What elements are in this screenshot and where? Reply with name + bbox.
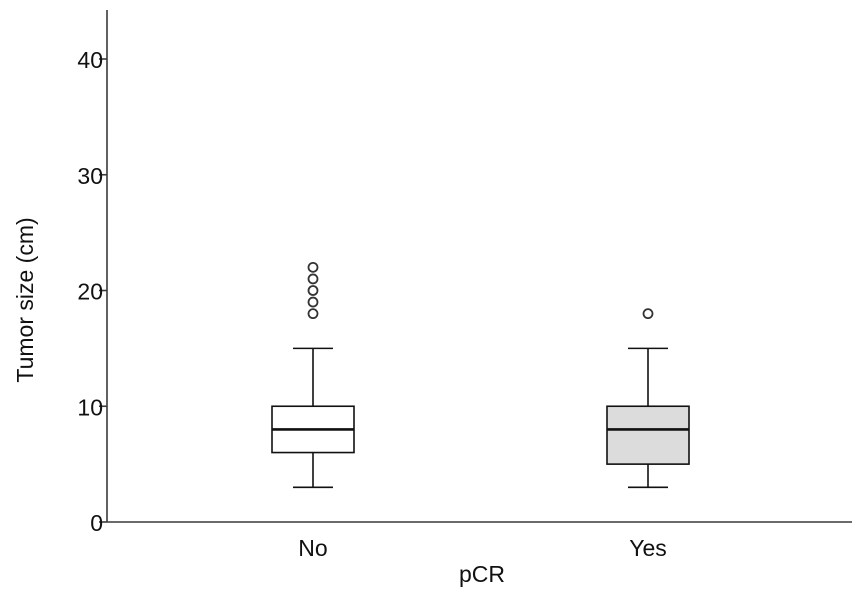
x-tick-label: Yes <box>629 535 667 561</box>
outlier-point <box>307 285 319 296</box>
outlier-point <box>307 261 319 273</box>
outlier-point <box>642 308 654 320</box>
y-tick-label: 0 <box>90 510 103 536</box>
outlier-point <box>307 296 319 308</box>
y-tick-label: 30 <box>77 163 103 189</box>
box-yes <box>606 308 690 489</box>
outlier-point <box>307 308 319 320</box>
y-tick-label: 10 <box>77 394 103 420</box>
y-axis: 0 10 20 30 40 <box>77 10 108 536</box>
box-no <box>271 261 355 489</box>
box-series <box>271 261 690 489</box>
x-axis-title: pCR <box>459 561 505 587</box>
x-axis: No Yes <box>107 521 852 561</box>
outlier-point <box>307 273 319 285</box>
y-tick-label: 20 <box>77 279 103 305</box>
x-tick-label: No <box>298 535 327 561</box>
y-axis-title: Tumor size (cm) <box>12 217 38 382</box>
iqr-box <box>606 405 690 465</box>
y-tick-label: 40 <box>77 47 103 73</box>
